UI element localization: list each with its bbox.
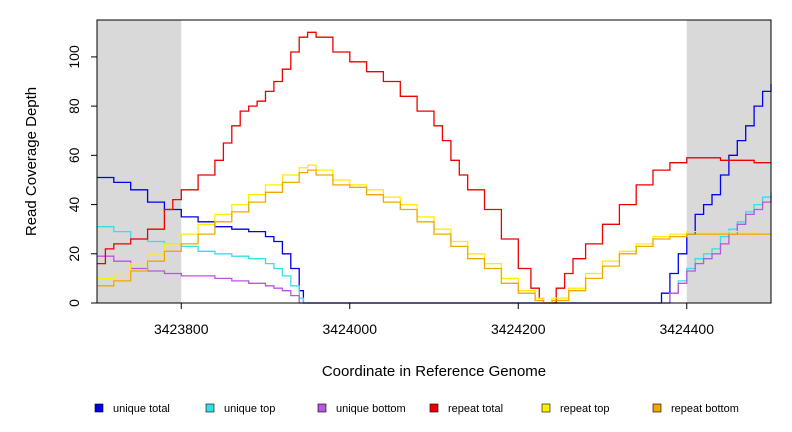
- y-tick-label: 0: [66, 299, 82, 307]
- legend-label: unique total: [113, 403, 170, 415]
- y-tick-label: 60: [66, 147, 82, 163]
- legend-swatch: [429, 403, 439, 413]
- y-tick-label: 80: [66, 98, 82, 114]
- series-lines: [97, 31, 772, 304]
- legend-label: unique bottom: [336, 403, 406, 415]
- series-line-unique-total: [97, 84, 772, 304]
- series-line-repeat-total: [97, 31, 771, 304]
- legend-label: repeat bottom: [671, 403, 739, 415]
- legend-label: repeat total: [448, 403, 503, 415]
- x-tick-label: 3424400: [659, 321, 714, 337]
- legend-swatch: [541, 403, 551, 413]
- y-tick-label: 100: [66, 45, 82, 69]
- legend-swatch: [205, 403, 215, 413]
- x-axis: 3423800 3424000 3424200 3424400: [154, 303, 714, 337]
- legend: unique total unique top unique bottom repea…: [94, 403, 739, 415]
- legend-label: unique top: [224, 403, 275, 415]
- plot-frame: [96, 19, 772, 304]
- series-line-repeat-bottom: [97, 169, 771, 304]
- legend-label: repeat top: [560, 403, 610, 415]
- legend-swatch: [317, 403, 327, 413]
- x-tick-label: 3424000: [322, 321, 377, 337]
- shaded-regions: [97, 20, 771, 303]
- legend-swatch: [94, 403, 104, 413]
- y-axis: 0 20 40 60 80 100: [66, 45, 97, 307]
- x-tick-label: 3423800: [154, 321, 209, 337]
- shaded-region-1: [97, 20, 182, 303]
- x-tick-label: 3424200: [491, 321, 546, 337]
- x-axis-title: Coordinate in Reference Genome: [322, 363, 546, 380]
- legend-swatch: [652, 403, 662, 413]
- y-axis-title: Read Coverage Depth: [23, 87, 40, 236]
- y-tick-label: 20: [66, 246, 82, 262]
- y-tick-label: 40: [66, 197, 82, 213]
